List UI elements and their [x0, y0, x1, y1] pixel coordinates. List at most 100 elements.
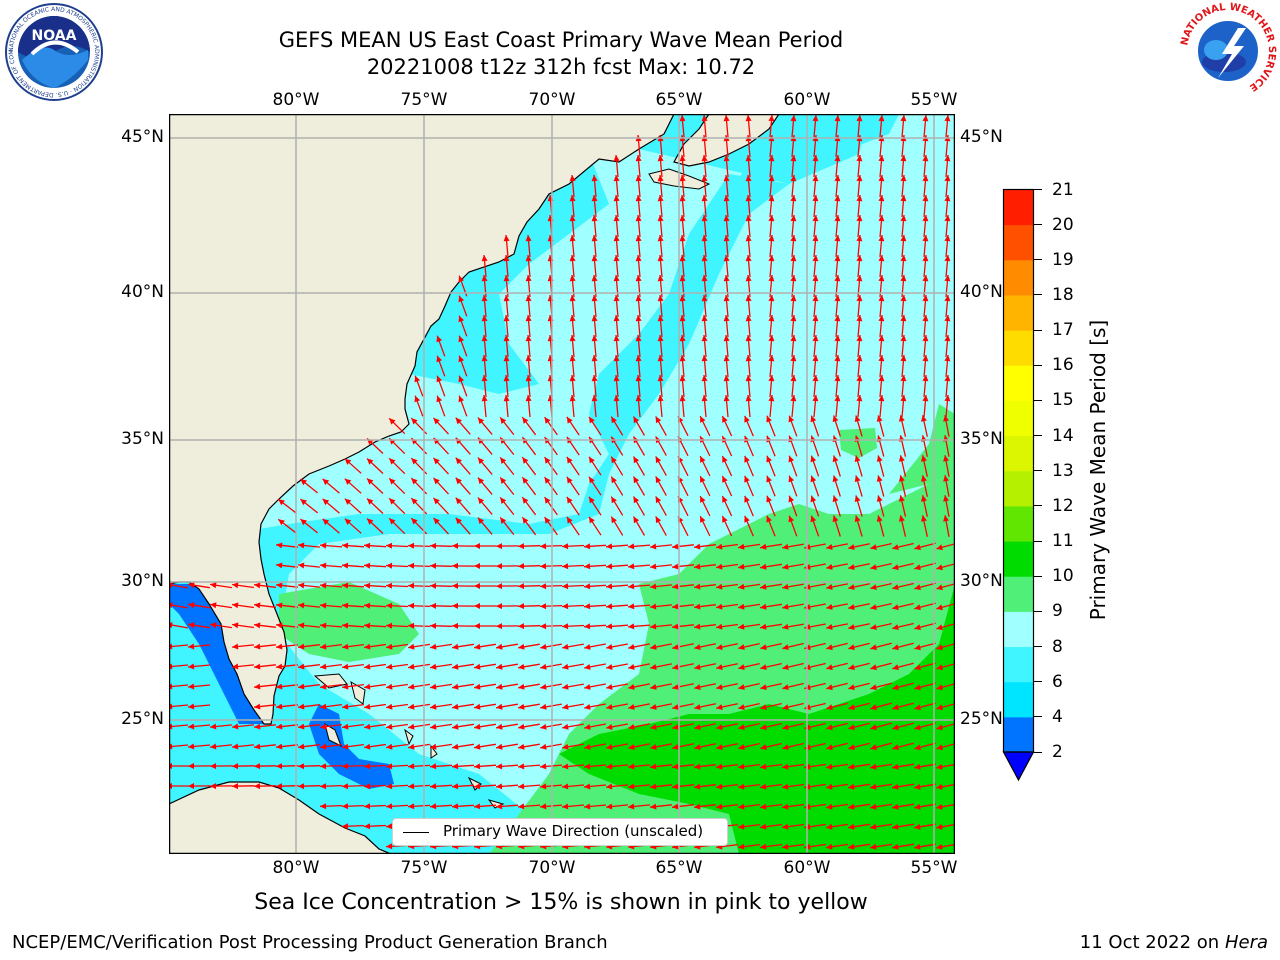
colorbar — [1002, 188, 1035, 782]
wave-arrow — [921, 455, 928, 477]
wave-arrow — [627, 563, 651, 570]
wave-arrow — [782, 742, 804, 750]
generation-date: 11 Oct 2022 on Hera — [1080, 932, 1268, 953]
wave-arrow — [635, 354, 642, 378]
wave-arrow — [870, 542, 892, 550]
wave-arrow — [892, 742, 914, 751]
wave-arrow — [628, 723, 650, 730]
wave-arrow — [451, 663, 475, 670]
wave-arrow — [723, 154, 730, 178]
wave-arrow — [298, 602, 320, 609]
wave-arrow — [922, 334, 929, 358]
wave-arrow — [943, 415, 950, 437]
wave-arrow — [900, 354, 907, 378]
wave-arrow — [788, 475, 798, 497]
wave-arrow — [650, 563, 672, 570]
wave-arrow — [744, 475, 754, 497]
wave-arrow — [944, 334, 951, 358]
wave-arrow — [606, 723, 628, 730]
wave-arrow — [451, 763, 475, 770]
wave-arrow — [544, 516, 558, 536]
wave-arrow — [495, 663, 519, 670]
wave-arrow — [848, 742, 870, 751]
wave-arrow — [635, 314, 642, 338]
wave-arrow — [499, 496, 515, 516]
wave-arrow — [566, 496, 580, 516]
wave-arrow — [342, 703, 364, 710]
colorbar-tick-mark — [1034, 681, 1042, 683]
wave-arrow — [672, 683, 694, 690]
wave-arrow — [716, 703, 738, 710]
wave-arrow — [588, 456, 602, 476]
wave-arrow — [481, 254, 488, 278]
wave-arrow — [499, 416, 515, 436]
wave-arrow — [892, 722, 914, 731]
wave-arrow — [870, 682, 892, 691]
wave-arrow — [768, 394, 775, 418]
wave-arrow — [566, 456, 580, 476]
wave-arrow — [363, 582, 387, 589]
wave-arrow — [187, 663, 211, 670]
wave-arrow — [232, 582, 254, 589]
wave-arrow — [363, 803, 387, 810]
wave-arrow — [187, 622, 211, 629]
wave-arrow — [635, 374, 642, 398]
wave-arrow — [298, 723, 320, 730]
wave-arrow — [635, 394, 642, 418]
wave-arrow — [539, 623, 563, 630]
wave-arrow — [414, 375, 424, 397]
wave-arrow — [583, 783, 607, 790]
wave-arrow — [723, 174, 730, 198]
wave-arrow — [650, 803, 672, 810]
wave-arrow — [187, 703, 211, 710]
wave-arrow — [914, 803, 936, 810]
wave-arrow — [364, 663, 386, 670]
wave-arrow — [679, 354, 686, 378]
wave-arrow — [679, 294, 686, 318]
wave-arrow — [694, 763, 716, 770]
wave-arrow — [878, 114, 885, 138]
wave-arrow — [628, 643, 650, 650]
wave-arrow — [521, 416, 537, 436]
wave-arrow — [408, 643, 430, 650]
wave-arrow — [914, 662, 936, 671]
wave-arrow — [650, 663, 672, 670]
wave-arrow — [790, 394, 797, 418]
wave-arrow — [672, 743, 694, 750]
wave-arrow — [473, 643, 497, 650]
colorbar-segment — [1003, 400, 1034, 437]
lon-tick-bottom: 55°W — [910, 858, 958, 878]
wave-arrow — [826, 803, 848, 810]
wave-arrow — [341, 783, 365, 790]
wave-arrow — [583, 623, 607, 630]
wave-arrow — [738, 543, 760, 550]
wave-arrow — [254, 622, 276, 629]
wave-arrow — [760, 702, 782, 710]
wave-arrow — [210, 602, 232, 609]
wave-arrow — [569, 294, 576, 318]
wave-arrow — [900, 294, 907, 318]
wave-arrow — [810, 495, 820, 517]
wave-arrow — [495, 723, 519, 730]
wave-arrow — [588, 496, 602, 516]
wave-arrow — [254, 582, 276, 589]
wave-arrow — [701, 174, 708, 198]
wave-arrow — [342, 683, 364, 690]
wave-arrow — [768, 254, 775, 278]
wave-arrow — [810, 515, 820, 537]
wave-arrow — [900, 334, 907, 358]
wave-arrow — [277, 498, 297, 514]
wave-arrow — [473, 803, 497, 810]
wave-arrow — [672, 783, 694, 790]
wave-arrow — [878, 394, 885, 418]
wave-arrow — [517, 603, 541, 610]
wave-arrow — [900, 234, 907, 258]
wave-arrow — [298, 582, 320, 589]
wave-arrow — [544, 476, 558, 496]
wave-arrow — [588, 516, 602, 536]
wave-arrow — [768, 194, 775, 218]
wave-arrow — [847, 783, 871, 790]
wave-arrow — [407, 783, 431, 790]
wave-arrow — [275, 763, 299, 770]
wave-arrow — [922, 174, 929, 198]
